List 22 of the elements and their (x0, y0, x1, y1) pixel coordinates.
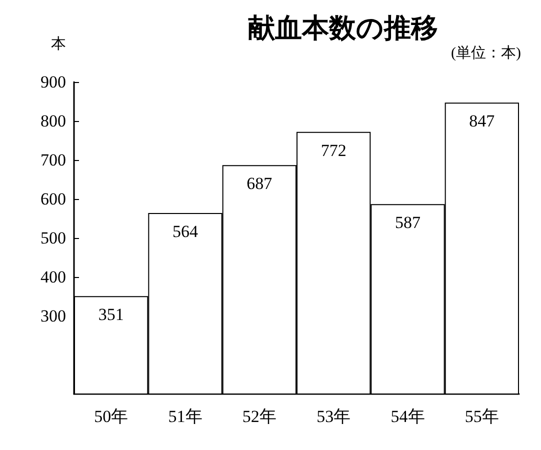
data-label: 687 (246, 174, 273, 194)
x-tick-label: 50年 (94, 407, 128, 426)
y-tick-label: 300 (40, 306, 66, 326)
y-tick-label: 700 (40, 150, 66, 170)
data-label: 847 (469, 112, 496, 131)
x-tick-label: 55年 (464, 407, 499, 426)
x-tick-label: 51年 (168, 407, 202, 426)
x-tick-label: 54年 (390, 407, 425, 426)
y-tick-label: 900 (40, 72, 66, 92)
data-label: 772 (320, 140, 346, 160)
data-label: 351 (98, 305, 124, 324)
y-tick-label: 600 (40, 190, 66, 208)
y-tick-label: 500 (40, 228, 66, 248)
x-tick-label: 52年 (242, 407, 276, 426)
y-tick-label: 400 (40, 268, 66, 286)
y-axis-title: 本 (51, 36, 66, 52)
data-label: 587 (395, 213, 421, 232)
chart-title: 献血本数の推移 (248, 13, 438, 44)
x-tick-label: 53年 (316, 407, 351, 426)
y-tick-label: 800 (40, 112, 66, 130)
text: (単位：本) (451, 44, 522, 62)
data-label: 564 (172, 222, 198, 242)
